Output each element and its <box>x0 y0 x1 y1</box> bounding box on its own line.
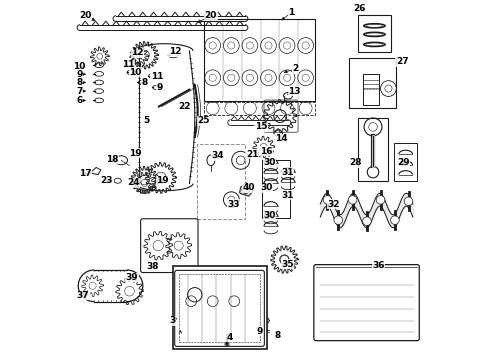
Circle shape <box>376 195 385 204</box>
Text: 30: 30 <box>263 158 275 167</box>
Text: 20: 20 <box>79 10 92 19</box>
Text: 9: 9 <box>76 70 82 79</box>
Bar <box>394 143 417 181</box>
Text: 4: 4 <box>227 333 233 342</box>
Text: 30: 30 <box>263 211 275 220</box>
Text: 11: 11 <box>151 72 163 81</box>
Text: 1: 1 <box>289 8 295 17</box>
Text: 25: 25 <box>197 116 210 125</box>
Text: 30: 30 <box>260 183 273 192</box>
Text: 17: 17 <box>79 169 92 178</box>
Circle shape <box>363 217 371 225</box>
Text: 33: 33 <box>227 200 240 209</box>
Bar <box>358 118 389 181</box>
Text: 5: 5 <box>143 116 149 125</box>
Text: 23: 23 <box>100 176 113 185</box>
Text: 24: 24 <box>127 178 140 187</box>
Text: 9: 9 <box>156 83 163 92</box>
Text: 20: 20 <box>205 11 217 20</box>
Text: 36: 36 <box>372 261 385 270</box>
Text: 34: 34 <box>212 151 224 160</box>
Circle shape <box>391 216 399 225</box>
Bar <box>172 266 267 349</box>
Text: 35: 35 <box>281 260 294 269</box>
Bar <box>204 19 315 101</box>
Text: 29: 29 <box>397 158 410 167</box>
Bar <box>349 58 395 108</box>
Text: 27: 27 <box>396 57 408 66</box>
Bar <box>204 102 315 115</box>
Text: 39: 39 <box>126 273 138 282</box>
Circle shape <box>334 216 343 225</box>
Text: 19: 19 <box>156 176 169 185</box>
Text: 10: 10 <box>129 68 142 77</box>
Text: 16: 16 <box>260 147 272 156</box>
Text: 26: 26 <box>353 4 366 13</box>
Bar <box>358 15 391 51</box>
FancyArrowPatch shape <box>179 330 182 333</box>
Text: 3: 3 <box>170 316 176 325</box>
Text: 8: 8 <box>142 78 147 87</box>
Text: 28: 28 <box>349 158 362 167</box>
Circle shape <box>348 195 357 204</box>
Text: 37: 37 <box>76 291 89 300</box>
Text: 12: 12 <box>131 48 144 57</box>
Polygon shape <box>240 183 253 196</box>
Text: 19: 19 <box>129 149 142 158</box>
Text: 14: 14 <box>274 134 287 143</box>
Text: 8: 8 <box>76 78 82 87</box>
Bar <box>179 274 260 342</box>
Text: 31: 31 <box>281 190 294 199</box>
Text: 6: 6 <box>76 96 82 105</box>
Text: 10: 10 <box>73 62 86 71</box>
Text: 2: 2 <box>292 64 298 73</box>
Text: 22: 22 <box>178 102 190 111</box>
Text: 13: 13 <box>288 86 301 95</box>
Text: 21: 21 <box>246 150 258 159</box>
Text: 8: 8 <box>274 332 280 341</box>
Circle shape <box>323 195 332 204</box>
Text: 32: 32 <box>328 200 340 209</box>
Text: 40: 40 <box>243 183 255 192</box>
Text: 11: 11 <box>122 60 135 69</box>
Text: 31: 31 <box>281 168 294 177</box>
Bar <box>262 159 290 218</box>
Text: 15: 15 <box>255 122 268 131</box>
Circle shape <box>404 197 413 206</box>
Text: 18: 18 <box>106 155 119 164</box>
Text: 12: 12 <box>169 47 181 56</box>
Text: 38: 38 <box>146 262 159 271</box>
Text: 9: 9 <box>256 327 263 336</box>
Text: 7: 7 <box>76 86 82 95</box>
